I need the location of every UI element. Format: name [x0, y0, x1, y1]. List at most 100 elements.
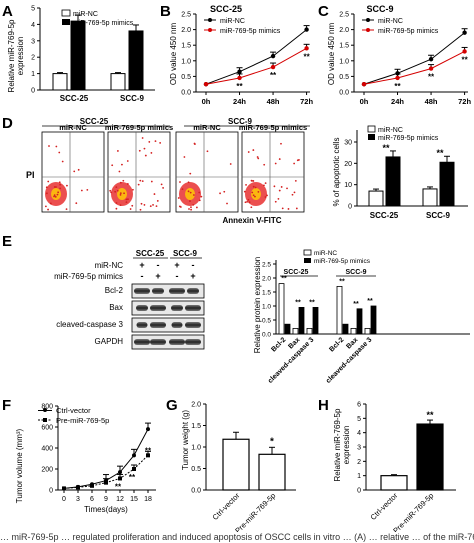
- sign-mimics: +: [155, 271, 160, 281]
- y-tick-label: 800: [41, 404, 53, 411]
- cell-dot: [162, 187, 164, 189]
- point-mimics: [428, 66, 434, 71]
- flow-y-axis: PI: [26, 170, 35, 180]
- cell-dot: [59, 187, 62, 190]
- point-pre: [132, 467, 136, 471]
- sig-marker: **: [303, 52, 310, 61]
- cell-dot: [115, 202, 118, 204]
- blot-strip: [131, 317, 205, 333]
- x-tick-label: Bcl-2: [270, 336, 287, 353]
- panel-letter-d: D: [2, 115, 13, 132]
- protein-band: [136, 322, 148, 328]
- protein-band: [187, 288, 199, 294]
- cell-dot: [187, 190, 190, 193]
- x-tick-label: 0h: [360, 97, 369, 106]
- cell-dot: [115, 186, 118, 189]
- legend-label-nc: miR-NC: [378, 18, 403, 25]
- cell-dot: [137, 183, 140, 186]
- point-nc: [462, 30, 467, 35]
- panel-f: Tumor volume (mm³) 0 200 400 600 800 0 3 6 9 12 15…: [15, 404, 156, 514]
- cell-dot: [198, 191, 201, 194]
- panel-e-ylabel: Relative protein expression: [253, 257, 262, 354]
- point-pre: [118, 476, 122, 481]
- bar: [258, 453, 286, 491]
- cell-dot: [229, 163, 232, 165]
- cell-dot: [48, 145, 50, 147]
- point-pre: [76, 485, 80, 490]
- bar-mimics: [385, 156, 401, 207]
- panel-g: Tumor weight (g) 0.0 0.5 1.0 1.5 2.0 Ctrl-vec…: [181, 402, 296, 532]
- blot-header: SCC-9: [173, 249, 198, 258]
- y-tick-label: 1.5: [262, 290, 271, 297]
- cell-dot: [263, 184, 265, 187]
- cell-dot: [278, 158, 281, 160]
- series-line-nc: [205, 29, 307, 85]
- cell-dot: [243, 190, 246, 193]
- cell-dot: [280, 186, 283, 188]
- cell-dot: [59, 183, 62, 186]
- cell-dot: [54, 195, 57, 198]
- cell-dot: [141, 180, 144, 183]
- bar: [416, 423, 444, 491]
- cell-dot: [53, 195, 55, 198]
- y-tick-label: 2.5: [181, 12, 191, 19]
- cell-dot: [192, 203, 195, 206]
- sig-marker: *: [270, 436, 274, 447]
- cell-dot: [138, 149, 141, 152]
- y-tick-label: 1.0: [262, 304, 271, 311]
- flow-x-axis: Annexin V-FITC: [222, 216, 281, 225]
- cell-dot: [44, 205, 47, 208]
- panel-h-ylabel-2: expression: [342, 426, 351, 465]
- y-tick-label: 0.5: [191, 466, 201, 473]
- cell-dot: [254, 195, 256, 198]
- cell-dot: [45, 186, 48, 189]
- bar-nc: [110, 73, 126, 91]
- protein-band: [185, 339, 201, 345]
- bar-nc: [368, 190, 384, 207]
- legend-swatch-mimics: [304, 258, 311, 263]
- protein-band: [150, 322, 166, 328]
- treatment-row-label: miR-769-5p mimics: [54, 272, 123, 281]
- protein-band: [185, 322, 201, 328]
- point-mimics: [237, 75, 242, 81]
- bar-nc: [292, 327, 299, 335]
- y-tick-label: 20: [344, 161, 352, 168]
- protein-band: [169, 339, 185, 345]
- cell-dot: [293, 191, 296, 194]
- cell-dot: [278, 189, 281, 192]
- cell-dot: [150, 180, 153, 183]
- y-tick-label: 1: [357, 473, 361, 480]
- y-tick-label: 2.0: [191, 402, 201, 409]
- panel-a: Relative miR-769-5p expression 0 1 2 3 4 5 mi…: [7, 6, 155, 103]
- cell-population-core: [251, 188, 261, 200]
- point-pre: [90, 483, 94, 488]
- group-header: SCC-25: [284, 269, 309, 276]
- sig-marker: **: [367, 298, 373, 305]
- y-tick-label: 2.0: [262, 276, 271, 283]
- bar-mimics: [370, 305, 377, 335]
- legend-label-nc: miR-NC: [314, 250, 337, 257]
- cell-dot: [77, 168, 80, 171]
- legend-swatch-mimics: [368, 134, 375, 140]
- cell-dot: [61, 160, 64, 163]
- y-tick-label: 0: [49, 488, 53, 495]
- sig-marker: **: [115, 482, 122, 491]
- point-nc: [428, 57, 434, 62]
- panel-f-xlabel: Times(days): [84, 505, 128, 514]
- cell-dot: [122, 179, 125, 182]
- cell-dot: [58, 151, 61, 154]
- y-tick-label: 0: [357, 488, 361, 495]
- panel-letter-a: A: [2, 3, 13, 20]
- y-tick-label: 2.0: [181, 27, 191, 34]
- cell-dot: [254, 186, 257, 189]
- bar: [222, 438, 250, 491]
- figure-canvas: A B C D E F G H Relative miR-769-5p expr…: [2, 3, 471, 532]
- cell-dot: [252, 185, 255, 188]
- cell-dot: [264, 182, 267, 185]
- y-tick-label: 600: [41, 425, 53, 432]
- cell-dot: [206, 150, 209, 153]
- panel-c-ylabel: OD value 450 nm: [327, 23, 336, 86]
- y-tick-label: 1: [31, 71, 35, 78]
- cell-dot: [47, 208, 49, 211]
- y-tick-label: 0: [348, 204, 352, 211]
